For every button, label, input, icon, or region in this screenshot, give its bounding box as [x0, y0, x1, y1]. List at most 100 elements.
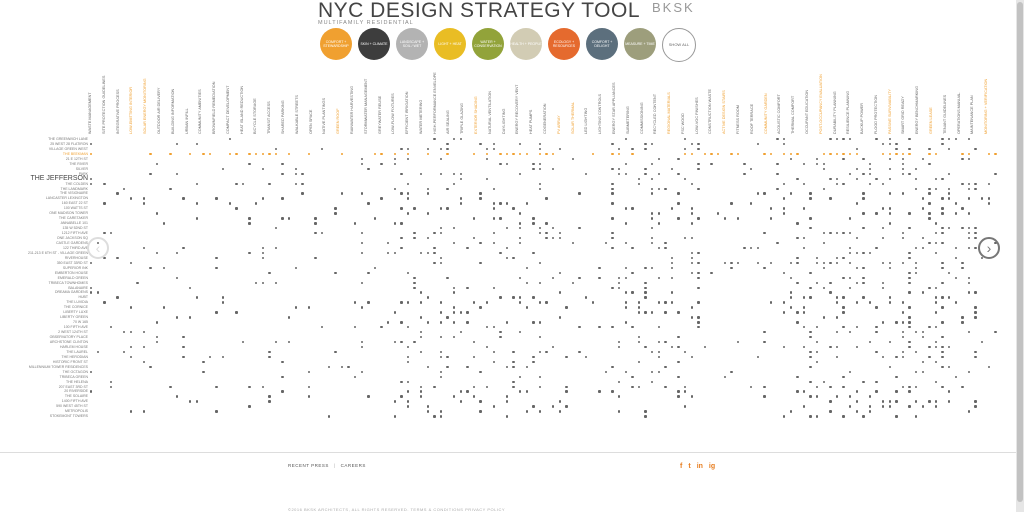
strategy-dot[interactable]: [169, 152, 172, 156]
strategy-dot[interactable]: [195, 202, 198, 205]
strategy-dot[interactable]: [109, 380, 113, 383]
strategy-dot[interactable]: [710, 162, 713, 166]
strategy-dot[interactable]: [802, 182, 806, 185]
row-label[interactable]: 1212 FIFTH AVE: [61, 231, 88, 236]
strategy-dot[interactable]: [492, 142, 495, 146]
row-label[interactable]: 211-213 E 6TH ST - VILLAGE GREEN: [28, 250, 88, 255]
strategy-dot[interactable]: [479, 261, 482, 265]
strategy-dot[interactable]: [657, 340, 660, 344]
page-scrollbar[interactable]: [1016, 0, 1024, 512]
strategy-dot[interactable]: [598, 390, 601, 393]
strategy-dot[interactable]: [670, 256, 674, 260]
strategy-dot[interactable]: [103, 301, 106, 304]
strategy-dot[interactable]: [525, 202, 528, 205]
strategy-dot[interactable]: [835, 182, 839, 185]
strategy-dot[interactable]: [420, 301, 423, 304]
strategy-dot[interactable]: [941, 227, 944, 230]
strategy-dot[interactable]: [934, 400, 938, 403]
strategy-dot[interactable]: [288, 152, 291, 156]
strategy-dot[interactable]: [703, 152, 707, 156]
strategy-dot[interactable]: [842, 152, 845, 156]
category-filter-7[interactable]: COMFORT + DELIGHT: [586, 28, 618, 60]
strategy-dot[interactable]: [453, 306, 456, 309]
strategy-dot[interactable]: [644, 142, 647, 146]
strategy-dot[interactable]: [697, 251, 700, 255]
strategy-dot[interactable]: [413, 286, 416, 289]
strategy-dot[interactable]: [413, 276, 416, 279]
strategy-dot[interactable]: [644, 172, 647, 176]
strategy-dot[interactable]: [901, 237, 905, 240]
strategy-dot[interactable]: [248, 217, 251, 220]
row-label[interactable]: THE LANDMARK: [60, 186, 88, 191]
strategy-dot[interactable]: [367, 167, 370, 171]
strategy-dot[interactable]: [453, 311, 456, 314]
strategy-dot[interactable]: [974, 350, 977, 354]
strategy-dot[interactable]: [512, 385, 515, 388]
strategy-dot[interactable]: [439, 410, 443, 413]
strategy-dot[interactable]: [492, 241, 495, 245]
column-label[interactable]: LED LIGHTING: [584, 107, 589, 134]
strategy-dot[interactable]: [868, 405, 872, 408]
recent-press-link[interactable]: RECENT PRESS: [288, 463, 329, 468]
strategy-dot[interactable]: [822, 167, 825, 171]
strategy-dot[interactable]: [901, 162, 905, 166]
strategy-dot[interactable]: [941, 355, 944, 359]
strategy-dot[interactable]: [538, 350, 542, 354]
strategy-dot[interactable]: [618, 395, 621, 398]
strategy-dot[interactable]: [789, 157, 792, 161]
strategy-dot[interactable]: [169, 385, 172, 388]
strategy-dot[interactable]: [406, 345, 410, 349]
strategy-dot[interactable]: [657, 350, 660, 354]
strategy-dot[interactable]: [512, 207, 515, 210]
strategy-dot[interactable]: [294, 172, 297, 176]
strategy-dot[interactable]: [624, 291, 627, 294]
strategy-dot[interactable]: [248, 251, 251, 255]
strategy-dot[interactable]: [400, 222, 403, 225]
strategy-dot[interactable]: [921, 405, 924, 408]
strategy-dot[interactable]: [400, 207, 403, 210]
strategy-dot[interactable]: [96, 291, 99, 294]
strategy-dot[interactable]: [420, 385, 423, 388]
strategy-dot[interactable]: [750, 246, 753, 250]
strategy-dot[interactable]: [268, 400, 271, 403]
column-label[interactable]: NATIVE PLANTINGS: [322, 97, 327, 134]
strategy-dot[interactable]: [816, 162, 819, 166]
strategy-dot[interactable]: [994, 172, 997, 176]
strategy-dot[interactable]: [274, 152, 278, 156]
strategy-dot[interactable]: [492, 217, 495, 220]
strategy-dot[interactable]: [624, 306, 627, 309]
strategy-dot[interactable]: [611, 217, 614, 220]
strategy-dot[interactable]: [156, 162, 159, 166]
strategy-dot[interactable]: [921, 246, 924, 250]
strategy-dot[interactable]: [453, 395, 456, 398]
strategy-dot[interactable]: [116, 192, 119, 195]
strategy-dot[interactable]: [558, 291, 561, 294]
strategy-dot[interactable]: [934, 326, 938, 329]
strategy-dot[interactable]: [723, 217, 726, 220]
strategy-dot[interactable]: [109, 326, 113, 329]
strategy-dot[interactable]: [842, 326, 845, 329]
strategy-dot[interactable]: [888, 207, 891, 210]
strategy-dot[interactable]: [519, 152, 522, 156]
strategy-dot[interactable]: [439, 227, 443, 230]
strategy-dot[interactable]: [281, 162, 284, 166]
strategy-dot[interactable]: [618, 380, 621, 383]
strategy-dot[interactable]: [512, 380, 515, 383]
strategy-dot[interactable]: [360, 281, 363, 284]
column-label[interactable]: HIGH-PERFORMANCE ENVELOPE: [432, 72, 437, 134]
strategy-dot[interactable]: [703, 345, 707, 349]
column-label[interactable]: OPEN SPACE: [308, 109, 313, 134]
row-label[interactable]: LIBERTY GREEN: [60, 315, 88, 320]
strategy-dot[interactable]: [380, 326, 383, 329]
strategy-dot[interactable]: [776, 162, 779, 166]
strategy-dot[interactable]: [479, 197, 482, 200]
strategy-dot[interactable]: [743, 246, 746, 250]
strategy-dot[interactable]: [967, 152, 971, 156]
strategy-dot[interactable]: [637, 182, 641, 185]
strategy-dot[interactable]: [618, 172, 621, 176]
strategy-dot[interactable]: [664, 340, 667, 344]
strategy-dot[interactable]: [769, 301, 773, 304]
strategy-dot[interactable]: [967, 182, 971, 185]
strategy-dot[interactable]: [406, 212, 410, 215]
strategy-dot[interactable]: [855, 237, 858, 240]
